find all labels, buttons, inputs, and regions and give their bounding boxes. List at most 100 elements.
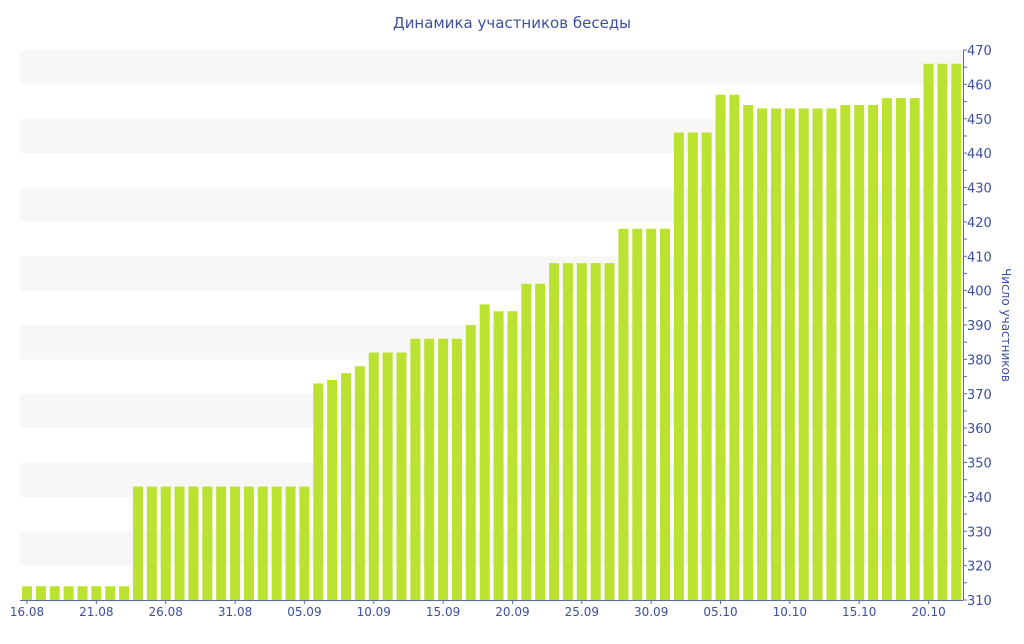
bar-10.09[interactable] [368,352,379,601]
bar-06.10[interactable] [729,94,740,600]
bar-16.10[interactable] [868,105,879,600]
bar-27.08[interactable] [174,486,185,600]
bar-10.10[interactable] [784,108,795,600]
bar-20.10[interactable] [923,63,934,600]
bar-12.10[interactable] [812,108,823,600]
chart-title: Динамика участников беседы [393,14,631,32]
bar-18.09[interactable] [479,304,490,600]
bar-05.09[interactable] [299,486,310,600]
bar-02.10[interactable] [673,132,684,601]
bar-17.10[interactable] [881,98,892,600]
x-tick-label: 15.10 [842,605,876,619]
bar-23.08[interactable] [119,586,130,600]
bar-27.09[interactable] [604,263,615,600]
bar-09.09[interactable] [354,366,365,600]
bar-03.09[interactable] [271,486,282,600]
y-tick-label: 410 [967,250,992,265]
bar-08.10[interactable] [757,108,768,600]
x-tick-label: 31.08 [218,605,252,619]
grid-band [20,50,963,85]
bar-07.10[interactable] [743,105,754,600]
bar-16.08[interactable] [22,586,32,600]
x-tick-label: 05.10 [703,605,737,619]
bar-11.10[interactable] [798,108,809,600]
bar-01.09[interactable] [243,486,254,600]
bar-22.10[interactable] [951,63,962,600]
bar-15.09[interactable] [438,338,449,600]
bar-06.09[interactable] [313,383,324,600]
bar-19.08[interactable] [63,586,74,600]
bar-16.09[interactable] [451,338,462,600]
bar-09.10[interactable] [770,108,781,600]
y-tick-label: 470 [967,44,992,59]
x-tick-label: 30.09 [634,605,668,619]
bar-15.10[interactable] [854,105,865,600]
bar-25.08[interactable] [146,486,157,600]
y-tick-label: 420 [967,216,992,231]
bar-30.08[interactable] [216,486,227,600]
bar-04.09[interactable] [285,486,296,600]
bar-31.08[interactable] [230,486,241,600]
bar-03.10[interactable] [687,132,698,601]
bar-21.09[interactable] [521,283,532,600]
bar-17.09[interactable] [465,325,476,600]
x-tick-label: 16.08 [10,605,44,619]
bar-14.10[interactable] [840,105,851,600]
x-tick-label: 25.09 [565,605,599,619]
bar-28.08[interactable] [188,486,199,600]
y-axis-label: Число участников [999,268,1013,382]
x-axis: 16.08 21.08 26.08 31.08 05.09 10.09 15.09 20.09… [10,600,963,619]
bar-19.09[interactable] [493,311,504,600]
bar-04.10[interactable] [701,132,712,601]
bar-13.09[interactable] [410,338,421,600]
y-tick-label: 310 [967,594,992,609]
x-tick-label: 15.09 [426,605,460,619]
bar-20.09[interactable] [507,311,518,600]
bar-22.09[interactable] [535,283,546,600]
bar-01.10[interactable] [660,228,671,600]
bar-18.10[interactable] [895,98,906,600]
bar-22.08[interactable] [105,586,116,600]
x-tick-label: 10.09 [357,605,391,619]
bar-24.09[interactable] [562,263,573,600]
bar-08.09[interactable] [341,373,352,600]
y-tick-label: 460 [967,78,992,93]
bars [22,63,962,601]
bar-19.10[interactable] [909,98,920,600]
bar-02.09[interactable] [257,486,268,600]
y-tick-label: 440 [967,147,992,162]
bar-05.10[interactable] [715,94,726,600]
bar-17.08[interactable] [35,586,46,600]
y-tick-label: 390 [967,319,992,334]
bar-18.08[interactable] [49,586,60,600]
bar-12.09[interactable] [396,352,407,601]
y-tick-label: 400 [967,285,992,300]
bar-28.09[interactable] [618,228,629,600]
y-tick-label: 320 [967,560,992,575]
bar-24.08[interactable] [132,486,143,600]
x-tick-label: 20.09 [495,605,529,619]
bar-20.08[interactable] [77,586,88,600]
y-tick-label: 370 [967,388,992,403]
x-tick-label: 26.08 [149,605,183,619]
bar-21.10[interactable] [937,63,948,600]
bar-26.08[interactable] [160,486,171,600]
y-tick-label: 360 [967,422,992,437]
bar-29.08[interactable] [202,486,213,600]
bar-21.08[interactable] [91,586,102,600]
bar-29.09[interactable] [632,228,643,600]
x-tick-label: 21.08 [79,605,113,619]
x-tick-label: 05.09 [287,605,321,619]
bar-14.09[interactable] [424,338,435,600]
x-tick-label: 10.10 [773,605,807,619]
bar-13.10[interactable] [826,108,837,600]
bar-07.09[interactable] [327,380,338,600]
bar-25.09[interactable] [576,263,587,600]
y-tick-label: 450 [967,113,992,128]
bar-26.09[interactable] [590,263,601,600]
y-tick-label: 340 [967,491,992,506]
bar-11.09[interactable] [382,352,393,601]
bar-23.09[interactable] [549,263,560,600]
bar-30.09[interactable] [646,228,657,600]
